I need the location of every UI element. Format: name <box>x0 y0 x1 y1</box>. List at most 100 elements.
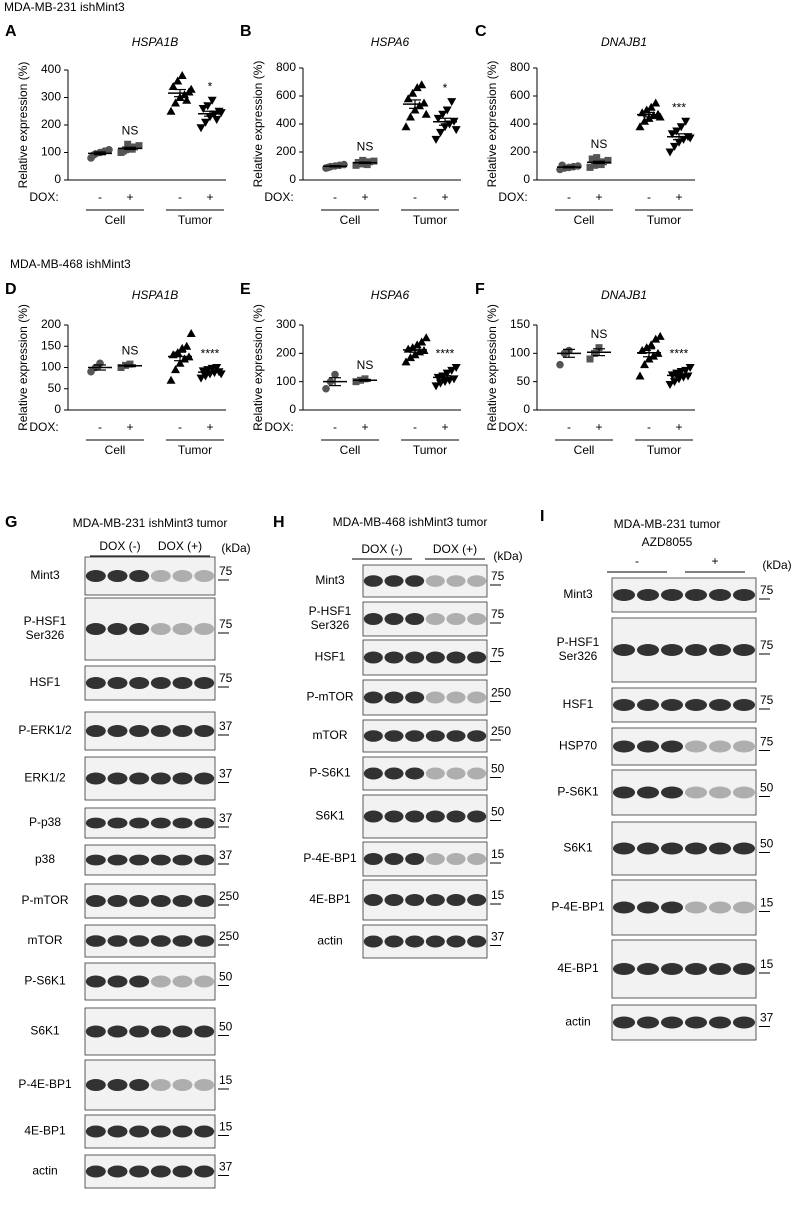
blot-band <box>660 901 684 914</box>
blot-band <box>194 1165 215 1178</box>
blot-band <box>660 786 684 799</box>
kda-label: 37 <box>491 930 505 944</box>
y-tick-label: 0 <box>523 402 530 416</box>
x-prefix: DOX: <box>498 420 527 434</box>
condition-label: DOX (-) <box>361 542 402 556</box>
blot-band <box>732 1016 756 1029</box>
data-point <box>667 130 677 139</box>
significance-label: **** <box>436 347 455 361</box>
blot-band <box>384 853 404 865</box>
blot-band <box>129 1165 150 1178</box>
panel-letter: H <box>273 514 285 531</box>
blot-row-label: P-ERK1/2 <box>18 723 72 737</box>
blot-band <box>107 895 128 907</box>
kda-label: 15 <box>760 896 774 910</box>
data-point <box>436 128 445 137</box>
blot-band <box>384 935 404 948</box>
data-point <box>173 76 183 85</box>
x-tick-label: + <box>206 420 213 434</box>
blot-band <box>172 935 193 947</box>
data-point <box>431 135 441 144</box>
chart-title: DNAJB1 <box>601 288 647 302</box>
blot-band <box>660 963 684 975</box>
blot-row-label: mTOR <box>312 728 347 742</box>
data-point <box>119 147 127 155</box>
blot-band <box>107 623 128 635</box>
blot-panel <box>84 556 216 596</box>
blot-band <box>467 691 487 704</box>
blot-band <box>150 854 171 866</box>
blot-band <box>636 644 660 656</box>
blot-band <box>363 853 383 865</box>
kda-label: 15 <box>491 888 505 902</box>
blot-band <box>85 895 106 907</box>
blot-panel <box>84 1114 216 1149</box>
group-label: Tumor <box>647 443 681 457</box>
data-point <box>363 161 371 169</box>
x-tick-label: - <box>413 190 417 204</box>
blot-band <box>172 1079 193 1091</box>
blot-row-label: P-HSF1 <box>557 635 600 649</box>
data-point <box>591 161 598 169</box>
blot-band <box>708 589 732 601</box>
condition-label: DOX (+) <box>158 539 202 553</box>
blot-row-label: Mint3 <box>563 587 593 601</box>
data-point <box>117 364 125 371</box>
blot-title: MDA-MB-231 tumor <box>614 517 721 531</box>
data-point <box>182 341 192 350</box>
blot-band <box>660 644 684 656</box>
blot-band <box>446 767 466 780</box>
group-label: Cell <box>340 443 361 457</box>
blot-band <box>85 975 106 988</box>
section-label: MDA-MB-231 ishMint3 <box>4 0 125 14</box>
kda-label: 15 <box>219 1073 233 1087</box>
blot-panel <box>611 617 757 683</box>
panel-letter: G <box>5 514 17 531</box>
kda-label: 50 <box>491 762 505 776</box>
treatment-label: AZD8055 <box>642 535 693 549</box>
data-point <box>586 163 594 171</box>
blot-band <box>107 1025 128 1038</box>
panel-letter: I <box>540 508 544 525</box>
data-point <box>651 334 661 343</box>
data-point <box>331 370 339 379</box>
x-tick-label: + <box>206 190 213 204</box>
data-point <box>597 161 605 169</box>
data-point <box>198 105 208 113</box>
blot-band <box>172 817 193 829</box>
blot-band <box>425 894 445 906</box>
blot-band <box>129 935 150 947</box>
blot-band <box>636 842 660 855</box>
panel-letter: C <box>475 23 487 40</box>
group-label: Cell <box>340 213 361 227</box>
blot-band <box>363 691 383 704</box>
blot-band <box>612 589 636 601</box>
blot-band <box>107 1165 128 1178</box>
blot-band <box>425 730 445 742</box>
blot-row-label: S6K1 <box>30 1024 60 1038</box>
blot-title: MDA-MB-231 ishMint3 tumor <box>73 516 228 530</box>
data-point <box>212 116 222 124</box>
blot-band <box>129 725 150 737</box>
blot-band <box>194 854 215 866</box>
blot-band <box>612 786 636 799</box>
blot-band <box>446 613 466 625</box>
data-point <box>586 355 594 363</box>
blot-row-label: P-HSF1 <box>309 604 352 618</box>
data-point <box>447 366 457 375</box>
blot-band <box>150 817 171 829</box>
blot-band <box>172 1025 193 1038</box>
condition-label: - <box>635 554 639 568</box>
x-prefix: DOX: <box>264 190 293 204</box>
blot-band <box>446 730 466 742</box>
blot-band <box>405 575 425 587</box>
x-tick-label: - <box>647 190 651 204</box>
blot-row-label: S6K1 <box>563 841 593 855</box>
blot-band <box>150 677 171 689</box>
y-tick-label: 0 <box>54 402 61 416</box>
group-label: Tumor <box>647 213 681 227</box>
blot-band <box>129 1125 150 1138</box>
blot-band <box>425 853 445 865</box>
x-tick-label: + <box>595 190 602 204</box>
y-tick-label: 800 <box>510 60 530 74</box>
